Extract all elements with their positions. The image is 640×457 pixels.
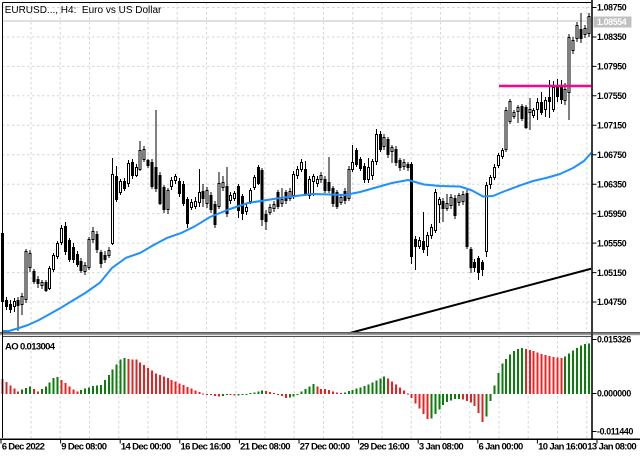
svg-text:6 Dec 2022: 6 Dec 2022 [2, 442, 45, 453]
svg-text:3 Jan 08:00: 3 Jan 08:00 [419, 442, 463, 453]
svg-text:1.07550: 1.07550 [597, 91, 627, 101]
svg-text:0.015326: 0.015326 [597, 335, 631, 345]
svg-text:1.08750: 1.08750 [597, 3, 627, 13]
svg-text:1.06350: 1.06350 [597, 179, 627, 189]
svg-text:6 Jan 00:00: 6 Jan 00:00 [479, 442, 523, 453]
svg-text:1.06750: 1.06750 [597, 150, 627, 160]
svg-text:EURUSD..., H4: Euro vs US Dol: EURUSD..., H4: Euro vs US Dollar [5, 5, 162, 16]
svg-text:1.08350: 1.08350 [597, 32, 627, 42]
svg-text:1.05950: 1.05950 [597, 209, 627, 219]
svg-text:21 Dec 08:00: 21 Dec 08:00 [240, 442, 290, 453]
svg-text:10 Jan 16:00: 10 Jan 16:00 [538, 442, 587, 453]
svg-text:1.05150: 1.05150 [597, 268, 627, 278]
svg-text:16 Dec 16:00: 16 Dec 16:00 [181, 442, 231, 453]
svg-text:29 Dec 16:00: 29 Dec 16:00 [359, 442, 409, 453]
svg-text:9 Dec 08:00: 9 Dec 08:00 [61, 442, 107, 453]
svg-text:1.07150: 1.07150 [597, 121, 627, 131]
svg-text:14 Dec 00:00: 14 Dec 00:00 [121, 442, 171, 453]
svg-text:-0.011440: -0.011440 [597, 427, 633, 437]
svg-text:13 Jan 08:00: 13 Jan 08:00 [587, 442, 636, 453]
svg-text:1.05550: 1.05550 [597, 238, 627, 248]
svg-text:1.07950: 1.07950 [597, 62, 627, 72]
svg-text:27 Dec 00:00: 27 Dec 00:00 [300, 442, 350, 453]
svg-text:0.000000: 0.000000 [597, 389, 631, 399]
svg-text:AO 0.013004: AO 0.013004 [5, 342, 56, 353]
svg-text:1.08554: 1.08554 [597, 17, 627, 27]
svg-text:1.04750: 1.04750 [597, 297, 627, 307]
